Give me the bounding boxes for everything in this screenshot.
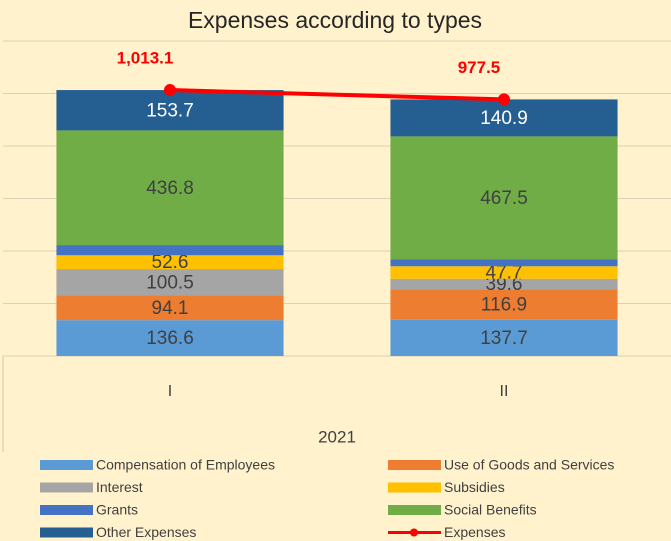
group-label: 2021	[318, 427, 356, 446]
data-label: 977.5	[458, 58, 501, 77]
legend-swatch	[40, 505, 93, 515]
chart-title: Expenses according to types	[188, 7, 482, 33]
data-label: 137.7	[480, 328, 528, 349]
data-label: 52.6	[152, 252, 189, 273]
bar-segment	[390, 136, 618, 260]
data-label: 467.5	[480, 188, 528, 209]
x-tick-label: II	[500, 383, 509, 400]
data-label: 100.5	[146, 272, 194, 293]
legend-label: Subsidies	[444, 479, 505, 495]
data-label: 116.9	[481, 295, 527, 316]
bar-segment	[56, 245, 284, 256]
line-point	[498, 93, 510, 106]
bar-segment	[56, 255, 284, 270]
bar-segment	[56, 269, 284, 296]
bar-segment	[390, 266, 618, 279]
bar-segment	[56, 320, 284, 356]
legend-swatch	[388, 482, 441, 493]
bar-segment	[390, 319, 618, 356]
legend-swatch	[410, 528, 418, 537]
legend-swatch	[40, 460, 93, 470]
bar-segment	[56, 90, 284, 131]
data-label: 140.9	[480, 108, 528, 129]
bar-segment	[390, 99, 618, 137]
legend-swatch	[40, 482, 93, 493]
legend-label: Use of Goods and Services	[444, 457, 614, 473]
bar-segment	[56, 295, 284, 321]
bar-segment	[390, 278, 618, 290]
legend-swatch	[388, 460, 441, 470]
line-point	[164, 84, 176, 97]
data-label: 39.6	[486, 274, 523, 295]
legend-swatch	[388, 505, 441, 515]
legend-swatch	[40, 527, 93, 538]
legend-label: Compensation of Employees	[96, 457, 275, 473]
legend-label: Expenses	[444, 524, 505, 540]
legend-label: Interest	[96, 479, 143, 495]
data-label: 436.8	[146, 178, 194, 199]
data-label: 47.7	[486, 263, 523, 284]
bar-segment	[390, 289, 618, 320]
data-label: 136.6	[146, 328, 194, 349]
data-label: 153.7	[146, 100, 194, 121]
data-label: 94.1	[152, 298, 189, 319]
legend-label: Grants	[96, 502, 138, 518]
legend-label: Other Expenses	[96, 524, 196, 540]
data-label: 1,013.1	[117, 49, 174, 68]
line	[169, 88, 505, 102]
bar-segment	[390, 259, 618, 267]
bar-segment	[56, 130, 284, 246]
x-tick-label: I	[168, 383, 172, 400]
legend-label: Social Benefits	[444, 502, 537, 518]
